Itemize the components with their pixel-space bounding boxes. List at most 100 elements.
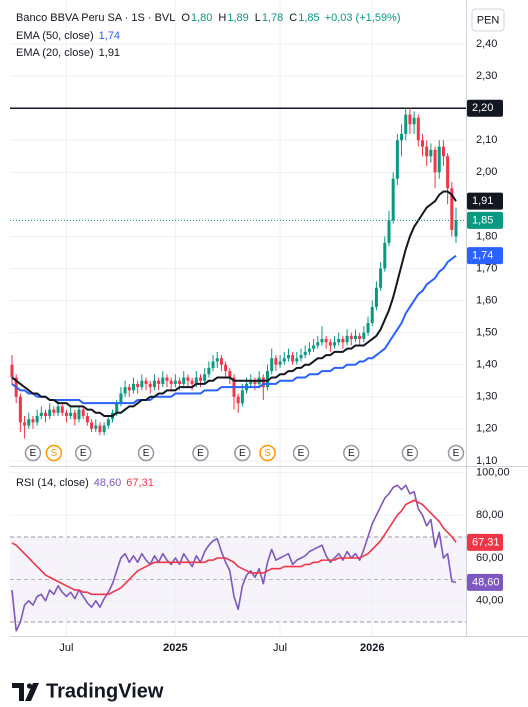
candle-body [123, 387, 127, 394]
event-label: E [80, 448, 87, 459]
event-label: E [348, 448, 355, 459]
event-marker [45, 444, 63, 462]
rsi-tick-label: 80,00 [476, 509, 504, 521]
candle-body [416, 117, 420, 141]
candle-body [18, 396, 22, 423]
y-tick-label: 2,10 [476, 134, 497, 146]
frame: PEN [10, 0, 528, 637]
candle-body [437, 146, 441, 173]
event-marker [24, 444, 42, 462]
candle-body [341, 339, 345, 343]
ohlc-value: 1,89 [227, 12, 248, 24]
candle-body [144, 380, 148, 384]
candle-body [127, 387, 131, 391]
x-tick-label: 2025 [163, 642, 187, 654]
ohlc-key: O [181, 12, 190, 24]
candle-body [85, 415, 89, 423]
candle-body [119, 393, 123, 404]
event-marker [343, 444, 360, 462]
candle-body [56, 406, 60, 413]
candle-body [64, 412, 68, 416]
candle-body [454, 220, 458, 237]
candle-body [140, 380, 144, 388]
candle-body [190, 380, 194, 384]
candle-body [333, 342, 337, 346]
rsi-name: RSI (14, close) [16, 477, 89, 489]
candle-body [94, 425, 98, 429]
candle-body [387, 220, 391, 243]
x-tick-label: 2026 [360, 642, 384, 654]
price-box-label: 2,20 [472, 102, 493, 114]
candle-body [307, 348, 311, 352]
labels: Banco BBVA Peru SA · 1S · BVL O1,80 H1,89 L… [16, 12, 510, 654]
candle-body [173, 380, 177, 384]
candle-body [433, 149, 437, 173]
ohlc-key: C [289, 12, 297, 24]
plot-area [10, 0, 466, 636]
candle-body [240, 390, 244, 404]
ema-value: 1,74 [99, 30, 120, 42]
candle-body [224, 364, 228, 372]
candle-body [286, 355, 290, 359]
candle-body [395, 140, 399, 179]
candle-body [219, 358, 223, 365]
y-tick-label: 2,00 [476, 166, 497, 178]
brand: TradingView [12, 680, 164, 702]
candle-body [35, 415, 39, 423]
line-series [11, 499, 457, 596]
candle-body [27, 419, 31, 426]
candle-body [270, 358, 274, 372]
candle-body [60, 406, 64, 413]
symbol-legend: Banco BBVA Peru SA · 1S · BVL O1,80 H1,89 L… [16, 12, 401, 24]
y-tick-label: 1,60 [476, 294, 497, 306]
candle-body [152, 380, 156, 388]
candle-body [77, 409, 81, 420]
candle-body [198, 377, 202, 381]
candle-body [303, 351, 307, 356]
candle-body [161, 377, 165, 384]
candle-body [90, 422, 94, 429]
candle-body [186, 377, 190, 381]
event-label: S [51, 448, 58, 459]
rsi-tick-label: 40,00 [476, 595, 504, 607]
brand-name: TradingView [46, 680, 164, 702]
candle-body [400, 133, 404, 141]
candle-body [169, 380, 173, 384]
symbol: Banco BBVA Peru SA · 1S · BVL [16, 12, 175, 24]
candle-body [10, 364, 14, 378]
candle-body [48, 409, 52, 416]
candle-body [131, 383, 135, 391]
candle-body [98, 425, 102, 433]
candle-body [295, 358, 299, 362]
event-marker [234, 444, 251, 462]
y-tick-label: 2,40 [476, 38, 497, 50]
y-tick-label: 1,10 [476, 455, 497, 467]
price-box-label: 1,91 [472, 195, 493, 207]
event-label: E [197, 448, 204, 459]
line-series [11, 254, 457, 405]
currency-box [471, 8, 505, 32]
rsi-legend: RSI (14, close) 48,60 67,31 [16, 477, 154, 489]
candle-body [358, 335, 362, 340]
event-marker [137, 444, 155, 462]
line-series [11, 484, 457, 632]
y-tick-label: 1,50 [476, 327, 497, 339]
y-tick-label: 1,20 [476, 423, 497, 435]
y-tick-label: 2,30 [476, 70, 497, 82]
change: +0,03 (+1,59%) [325, 12, 401, 24]
candle-body [349, 335, 353, 340]
candle-body [157, 380, 161, 384]
event-label: E [453, 448, 460, 459]
candle-body [274, 358, 278, 365]
candle-body [178, 380, 182, 384]
price-box [467, 247, 503, 265]
candle-body [345, 335, 349, 343]
candle-body [282, 358, 286, 362]
candle-body [446, 156, 450, 189]
price-box [467, 99, 503, 117]
rsi-tick-label: 60,00 [476, 552, 504, 564]
ema20-legend: EMA (20, close) 1,91 [16, 47, 120, 59]
ohlc-value: 1,85 [298, 12, 319, 24]
ema-name: EMA (20, close) [16, 47, 94, 59]
